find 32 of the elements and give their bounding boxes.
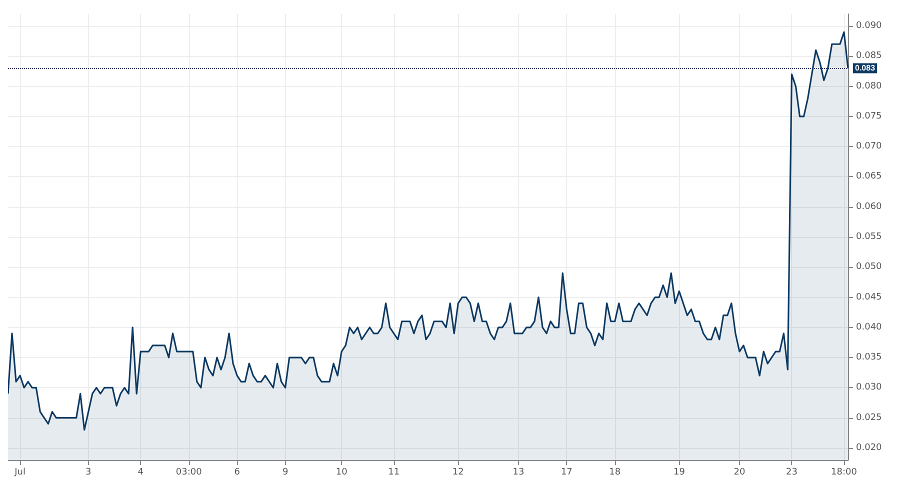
x-tick-label: 23 <box>786 468 798 478</box>
x-tick-label: 17 <box>560 468 572 478</box>
x-tick-label: 4 <box>138 468 144 478</box>
x-tick-label: 13 <box>512 468 524 478</box>
ref-line-label: 0.083 <box>855 64 876 73</box>
x-tick-label: 19 <box>673 468 686 478</box>
y-tick-label: 0.020 <box>856 442 882 453</box>
x-tick-label: 18:00 <box>831 468 858 478</box>
y-tick-label: 0.050 <box>856 262 882 272</box>
y-tick-label: 0.090 <box>856 21 882 32</box>
x-tick-label: 20 <box>734 468 746 478</box>
y-tick-label: 0.075 <box>856 111 882 122</box>
y-tick-label: 0.070 <box>856 142 882 152</box>
x-tick-label: 12 <box>452 468 464 478</box>
x-tick-label: Jul <box>14 468 26 478</box>
y-tick-label: 0.025 <box>856 412 882 423</box>
x-tick-label: 18 <box>609 468 621 478</box>
x-tick-label: 03:00 <box>176 468 202 478</box>
y-tick-label: 0.035 <box>856 352 882 363</box>
x-tick-label: 3 <box>86 468 92 478</box>
y-tick-label: 0.065 <box>856 172 882 182</box>
x-tick-label: 6 <box>234 468 240 478</box>
x-tick-label: 11 <box>388 468 400 478</box>
y-tick-label: 0.030 <box>856 382 882 393</box>
y-tick-label: 0.045 <box>856 292 882 302</box>
x-tick-label: 9 <box>282 468 288 478</box>
y-tick-label: 0.085 <box>856 51 882 62</box>
x-tick-label: 10 <box>336 468 348 478</box>
y-tick-label: 0.060 <box>856 202 882 212</box>
y-tick-label: 0.040 <box>856 322 882 332</box>
y-tick-label: 0.055 <box>856 232 882 242</box>
y-tick-label: 0.080 <box>856 81 882 92</box>
